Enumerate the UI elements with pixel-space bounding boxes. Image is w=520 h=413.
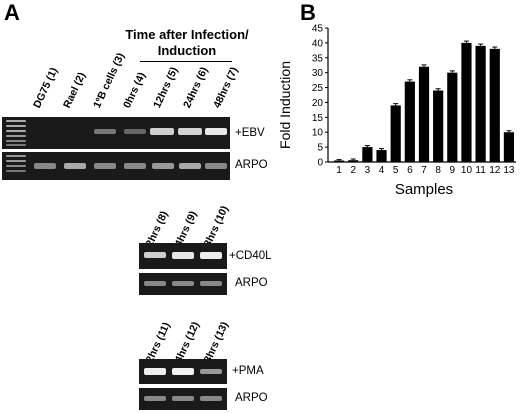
x-tick-label: 11 — [475, 165, 486, 176]
bar-5 — [390, 105, 401, 162]
gel-ebv — [2, 117, 230, 149]
bar-9 — [447, 72, 458, 162]
x-tick-label: 9 — [450, 165, 456, 176]
gel-label-pma: +PMA — [232, 365, 264, 377]
bar-8 — [433, 90, 444, 162]
panel-a-header: Time after Infection/ Induction — [112, 27, 262, 59]
x-tick-label: 10 — [461, 165, 473, 176]
gel-label-cd40l: +CD40L — [229, 250, 272, 262]
gel-band — [64, 163, 86, 169]
lane-label-4: 0hrs (4) — [121, 70, 149, 110]
ladder-band — [6, 160, 26, 162]
lane-label-5: 12hrs (5) — [151, 65, 181, 110]
y-tick-label: 45 — [312, 24, 324, 35]
bar-2 — [348, 160, 359, 162]
ladder-band — [6, 130, 26, 132]
panel-b-label: B — [300, 0, 316, 25]
ladder-band — [6, 135, 26, 137]
y-tick-label: 15 — [312, 113, 324, 124]
header-line-1: Time after Infection/ — [125, 27, 249, 42]
gel-band — [205, 163, 227, 169]
gel-band — [144, 252, 166, 258]
gel-band — [152, 163, 174, 169]
ladder-band — [6, 155, 26, 157]
gel-band — [124, 129, 146, 134]
gel-pma — [139, 359, 227, 384]
bar-6 — [404, 81, 415, 162]
gel-band — [200, 281, 222, 286]
ladder-band — [6, 120, 26, 122]
y-tick-label: 10 — [312, 128, 324, 139]
x-tick-label: 8 — [435, 165, 441, 176]
gel-band — [34, 163, 56, 169]
x-tick-label: 6 — [407, 165, 413, 176]
gel-band — [205, 128, 227, 135]
x-tick-label: 7 — [421, 165, 427, 176]
header-underline — [140, 61, 232, 62]
lane-label-6: 24hrs (6) — [181, 65, 211, 110]
gel-band — [94, 129, 116, 134]
gel-band — [178, 128, 202, 135]
gel-band — [172, 396, 194, 401]
lane-label-1: DG75 (1) — [31, 65, 61, 110]
bar-7 — [418, 66, 430, 162]
x-tick-label: 5 — [393, 165, 399, 176]
gel-band — [94, 163, 116, 169]
gel-label-ebv: +EBV — [235, 127, 265, 139]
x-tick-label: 2 — [350, 165, 356, 176]
bar-11 — [475, 45, 486, 162]
ladder-band — [6, 125, 26, 127]
lane-label-7: 48hrs (7) — [211, 65, 241, 110]
gel-band — [200, 252, 222, 259]
gel-arpo-2 — [139, 273, 227, 295]
gel-band — [200, 396, 222, 401]
gel-band — [144, 396, 166, 401]
gel-label-arpo-2: ARPO — [235, 277, 268, 289]
gel-cd40l — [139, 243, 227, 269]
x-tick-label: 12 — [489, 165, 501, 176]
panel-a-label: A — [4, 0, 20, 25]
ladder-band — [6, 165, 26, 167]
x-tick-label: 1 — [336, 165, 342, 176]
bar-3 — [362, 147, 373, 162]
gel-band — [124, 163, 146, 169]
lane-label-2: Rael (2) — [61, 70, 89, 110]
gel-band — [144, 368, 166, 375]
y-tick-label: 20 — [312, 98, 324, 109]
gel-arpo-3 — [139, 388, 227, 410]
x-axis-label: Samples — [395, 181, 453, 198]
x-tick-label: 3 — [365, 165, 371, 176]
gel-band — [144, 281, 166, 286]
gel-arpo-1 — [2, 152, 230, 180]
y-tick-label: 5 — [317, 143, 323, 154]
header-line-2: Induction — [157, 43, 217, 58]
ladder-band — [6, 170, 26, 172]
bar-1 — [333, 160, 345, 162]
bar-12 — [489, 48, 500, 162]
gel-band — [172, 281, 194, 286]
gel-band — [200, 369, 222, 374]
ladder-band — [6, 144, 26, 146]
y-tick-label: 0 — [317, 158, 323, 169]
bar-10 — [461, 42, 472, 163]
x-tick-label: 4 — [379, 165, 385, 176]
gel-label-arpo-1: ARPO — [235, 159, 268, 171]
bar-13 — [503, 132, 515, 162]
gel-band — [150, 128, 174, 135]
x-tick-label: 13 — [503, 165, 515, 176]
y-tick-label: 35 — [312, 53, 324, 64]
y-axis-label: Fold Induction — [277, 61, 293, 149]
y-tick-label: 30 — [312, 68, 324, 79]
ladder-band — [6, 140, 26, 142]
bar-4 — [376, 150, 387, 162]
gel-label-arpo-3: ARPO — [235, 392, 268, 404]
y-tick-label: 40 — [312, 38, 324, 49]
gel-band — [172, 252, 194, 259]
y-tick-label: 25 — [312, 83, 324, 94]
gel-band — [172, 368, 194, 375]
gel-band — [179, 163, 201, 169]
